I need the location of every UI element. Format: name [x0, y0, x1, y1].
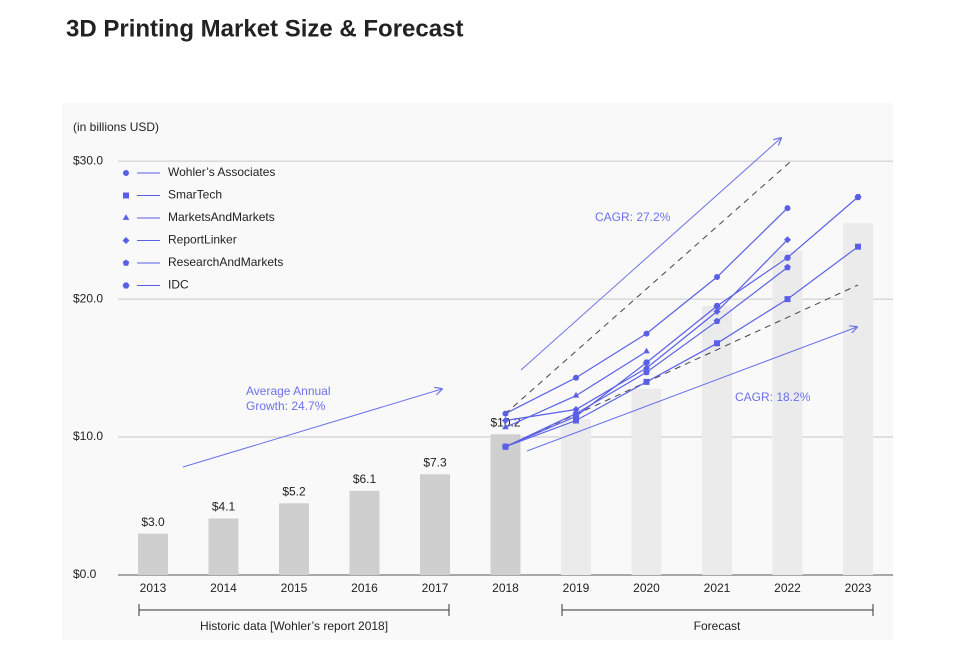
panel [62, 103, 893, 640]
bar [420, 474, 450, 575]
subtitle: (in billions USD) [73, 120, 159, 134]
bracket [561, 604, 874, 616]
marker [572, 406, 580, 413]
marker [713, 317, 721, 324]
marker [643, 378, 650, 385]
marker [784, 296, 791, 303]
legend-marker [122, 237, 130, 244]
marker [713, 303, 721, 309]
annotation: Average Annual [246, 384, 331, 398]
legend-marker [123, 192, 129, 199]
bar [279, 503, 309, 575]
marker [714, 340, 720, 347]
x-tick-label: 2023 [845, 581, 872, 595]
x-tick-label: 2021 [704, 581, 731, 595]
bar [138, 533, 168, 575]
y-tick-label: $10.0 [73, 429, 103, 443]
marker [784, 263, 791, 271]
arrow [520, 138, 781, 371]
marker [502, 417, 509, 424]
value-label: $5.2 [282, 484, 306, 498]
value-label: $4.1 [212, 500, 236, 514]
x-tick-label: 2019 [563, 581, 590, 595]
bracket [138, 604, 450, 616]
bar [702, 306, 732, 575]
marker [643, 364, 650, 372]
annotation: CAGR: 27.2% [595, 210, 671, 224]
legend-label: MarketsAndMarkets [168, 210, 275, 224]
marker [784, 205, 791, 212]
legend-marker [122, 214, 130, 220]
legend-label: SmarTech [168, 188, 222, 202]
annotation: CAGR: 18.2% [735, 390, 811, 404]
x-tick-label: 2022 [774, 581, 801, 595]
marker [854, 194, 862, 201]
marker [714, 274, 720, 281]
x-tick-label: 2015 [281, 581, 308, 595]
series-line [505, 196, 859, 448]
marker [643, 330, 650, 337]
chart-title: 3D Printing Market Size & Forecast [66, 15, 463, 42]
value-label: $7.3 [423, 455, 447, 469]
value-label: $6.1 [353, 472, 377, 486]
annotation: Forecast [694, 619, 741, 633]
bar [208, 518, 239, 575]
x-tick-label: 2013 [140, 581, 167, 595]
marker [572, 413, 580, 420]
marker [572, 391, 580, 398]
bar [843, 223, 873, 575]
y-tick-label: $30.0 [73, 153, 103, 167]
marker [502, 410, 509, 417]
marker [855, 243, 861, 250]
x-tick-label: 2017 [422, 581, 449, 595]
y-tick-label: $0.0 [73, 567, 97, 581]
legend-label: Wohler’s Associates [168, 165, 275, 179]
legend-marker [122, 259, 130, 266]
cagr-dashed-line [504, 284, 859, 448]
x-tick-label: 2018 [492, 581, 519, 595]
x-tick-label: 2020 [633, 581, 660, 595]
marker [713, 308, 721, 315]
marker [784, 254, 791, 261]
series-line [505, 246, 859, 448]
marker [643, 359, 650, 366]
value-label: $3.0 [141, 515, 165, 529]
x-tick-label: 2014 [210, 581, 237, 595]
overlay: Average Annual Growth: 24.7% CAGR: 27.2%… [122, 138, 874, 633]
marker [502, 423, 509, 430]
cagr-dashed-line [504, 161, 791, 415]
marker [573, 417, 579, 424]
bar [349, 490, 380, 575]
bar [631, 388, 662, 575]
legend-marker [123, 170, 129, 176]
legend-label: IDC [168, 278, 189, 292]
marker [502, 443, 509, 450]
x-tick-label: 2016 [351, 581, 378, 595]
legend-label: ReportLinker [168, 233, 237, 247]
marker [784, 236, 791, 244]
arrow [182, 389, 442, 468]
legend-label: ResearchAndMarkets [168, 255, 283, 269]
bars: $3.0$4.1$5.2$6.1$7.3$10.2 [138, 223, 873, 575]
y-tick-label: $20.0 [73, 291, 103, 305]
bar [561, 419, 591, 575]
legend-marker [122, 282, 130, 289]
arrow [526, 327, 857, 452]
marker [643, 368, 650, 376]
annotation: Historic data [Wohler’s report 2018] [200, 619, 388, 633]
annotation: Growth: 24.7% [246, 399, 326, 413]
marker [573, 374, 579, 381]
bar [490, 434, 521, 575]
marker [643, 347, 650, 354]
